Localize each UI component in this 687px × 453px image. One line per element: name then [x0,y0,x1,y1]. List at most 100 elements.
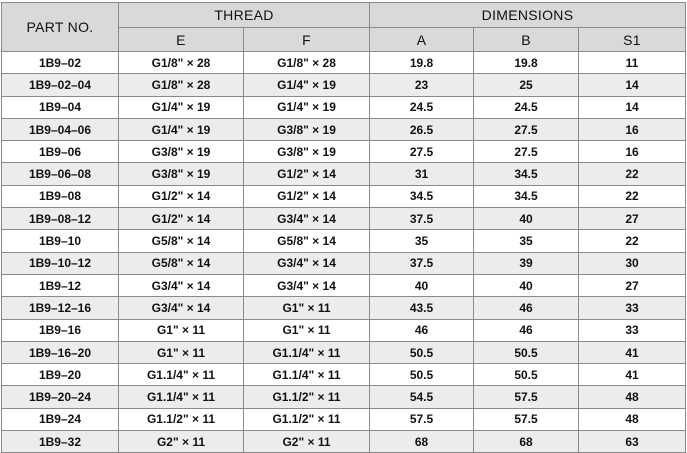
cell-dim-s1: 63 [578,430,687,453]
cell-dim-b: 40 [473,207,580,231]
cell-thread-e: G1/2" × 14 [118,207,244,231]
cell-dim-b: 40 [473,273,580,298]
cell-dim-a: 50.5 [369,363,475,387]
cell-dim-a: 24.5 [369,95,475,119]
cell-dim-a: 37.5 [369,251,475,275]
cell-thread-e: G1/2" × 14 [118,184,244,209]
cell-dim-b: 27.5 [473,140,580,164]
cell-part-no: 1B9–06–08 [1,162,119,186]
cell-dim-s1: 11 [578,50,687,75]
cell-thread-f: G3/4" × 14 [242,251,371,275]
cell-dim-s1: 33 [578,318,687,342]
header-thread: THREAD [117,2,371,28]
cell-dim-a: 43.5 [369,296,475,320]
table-row: 1B9–10 G5/8" × 14 G5/8" × 14 35 35 22 [1,229,687,253]
cell-dim-b: 34.5 [473,162,580,186]
cell-dim-a: 31 [369,162,475,186]
cell-thread-f: G1.1/4" × 11 [242,340,371,365]
cell-part-no: 1B9–10 [1,229,119,253]
cell-part-no: 1B9–12 [1,273,119,298]
cell-thread-e: G1.1/4" × 11 [118,363,244,387]
cell-dim-s1: 30 [578,251,687,275]
cell-thread-e: G1/8" × 28 [118,73,244,97]
cell-dim-b: 39 [473,251,580,275]
cell-thread-f: G1" × 11 [242,318,371,342]
table-row: 1B9–10–12 G5/8" × 14 G3/4" × 14 37.5 39 30 [1,251,687,275]
cell-dim-a: 50.5 [369,340,475,365]
header-dimensions: DIMENSIONS [369,2,687,28]
cell-dim-b: 57.5 [473,407,580,432]
cell-dim-a: 46 [369,318,475,342]
cell-thread-e: G1" × 11 [118,340,244,365]
cell-dim-s1: 27 [578,273,687,298]
cell-part-no: 1B9–20 [1,363,119,387]
table-row: 1B9–12–16 G3/4" × 14 G1" × 11 43.5 46 33 [1,296,687,320]
header-b: B [473,27,580,52]
cell-part-no: 1B9–24 [1,407,119,432]
cell-dim-s1: 22 [578,162,687,186]
cell-dim-s1: 16 [578,140,687,164]
cell-dim-b: 24.5 [473,95,580,119]
cell-thread-f: G1.1/2" × 11 [242,407,371,432]
cell-thread-e: G3/4" × 14 [118,273,244,298]
cell-dim-b: 34.5 [473,184,580,209]
cell-dim-b: 35 [473,229,580,253]
cell-part-no: 1B9–02–04 [1,73,119,97]
cell-dim-s1: 22 [578,184,687,209]
cell-dim-s1: 22 [578,229,687,253]
cell-dim-s1: 48 [578,407,687,432]
table-row: 1B9–08–12 G1/2" × 14 G3/4" × 14 37.5 40 27 [1,207,687,231]
cell-thread-f: G5/8" × 14 [242,229,371,253]
cell-part-no: 1B9–20–24 [1,385,119,409]
cell-thread-e: G2" × 11 [118,430,244,453]
header-e: E [118,27,244,52]
cell-dim-b: 50.5 [473,363,580,387]
table-body: 1B9–02 G1/8" × 28 G1/8" × 28 19.8 19.8 11 1B9–… [1,50,687,453]
cell-dim-a: 23 [369,73,475,97]
cell-dim-s1: 14 [578,95,687,119]
table-row: 1B9–24 G1.1/2" × 11 G1.1/2" × 11 57.5 57.5 48 [1,407,687,432]
cell-thread-e: G1.1/4" × 11 [118,385,244,409]
table-row: 1B9–20 G1.1/4" × 11 G1.1/4" × 11 50.5 50.5 41 [1,363,687,387]
cell-thread-e: G5/8" × 14 [118,229,244,253]
cell-dim-b: 46 [473,296,580,320]
cell-dim-a: 27.5 [369,140,475,164]
cell-part-no: 1B9–04 [1,95,119,119]
cell-dim-b: 46 [473,318,580,342]
cell-dim-a: 26.5 [369,117,475,142]
cell-dim-s1: 14 [578,73,687,97]
cell-part-no: 1B9–08 [1,184,119,209]
table-row: 1B9–02 G1/8" × 28 G1/8" × 28 19.8 19.8 11 [1,50,687,75]
cell-part-no: 1B9–32 [1,430,119,453]
table-header: PART NO. THREAD DIMENSIONS E F A B S1 [1,2,687,52]
cell-part-no: 1B9–16 [1,318,119,342]
cell-dim-s1: 41 [578,363,687,387]
table-row: 1B9–02–04 G1/8" × 28 G1/4" × 19 23 25 14 [1,73,687,97]
table-row: 1B9–16 G1" × 11 G1" × 11 46 46 33 [1,318,687,342]
cell-dim-b: 25 [473,73,580,97]
cell-thread-e: G3/8" × 19 [118,140,244,164]
cell-thread-f: G1/8" × 28 [242,50,371,75]
cell-dim-b: 68 [473,430,580,453]
cell-dim-a: 57.5 [369,407,475,432]
cell-thread-f: G1" × 11 [242,296,371,320]
cell-thread-f: G1.1/4" × 11 [242,363,371,387]
cell-thread-e: G1.1/2" × 11 [118,407,244,432]
table-row: 1B9–20–24 G1.1/4" × 11 G1.1/2" × 11 54.5 57.… [1,385,687,409]
cell-part-no: 1B9–02 [1,50,119,75]
cell-thread-f: G1.1/2" × 11 [242,385,371,409]
cell-dim-a: 37.5 [369,207,475,231]
cell-dim-s1: 16 [578,117,687,142]
cell-dim-a: 54.5 [369,385,475,409]
cell-dim-b: 57.5 [473,385,580,409]
cell-thread-e: G3/4" × 14 [118,296,244,320]
cell-dim-b: 27.5 [473,117,580,142]
cell-thread-e: G1" × 11 [118,318,244,342]
table-row: 1B9–08 G1/2" × 14 G1/2" × 14 34.5 34.5 22 [1,184,687,209]
cell-thread-f: G1/4" × 19 [242,73,371,97]
cell-thread-e: G3/8" × 19 [118,162,244,186]
cell-dim-b: 19.8 [473,50,580,75]
table-row: 1B9–06–08 G3/8" × 19 G1/2" × 14 31 34.5 22 [1,162,687,186]
